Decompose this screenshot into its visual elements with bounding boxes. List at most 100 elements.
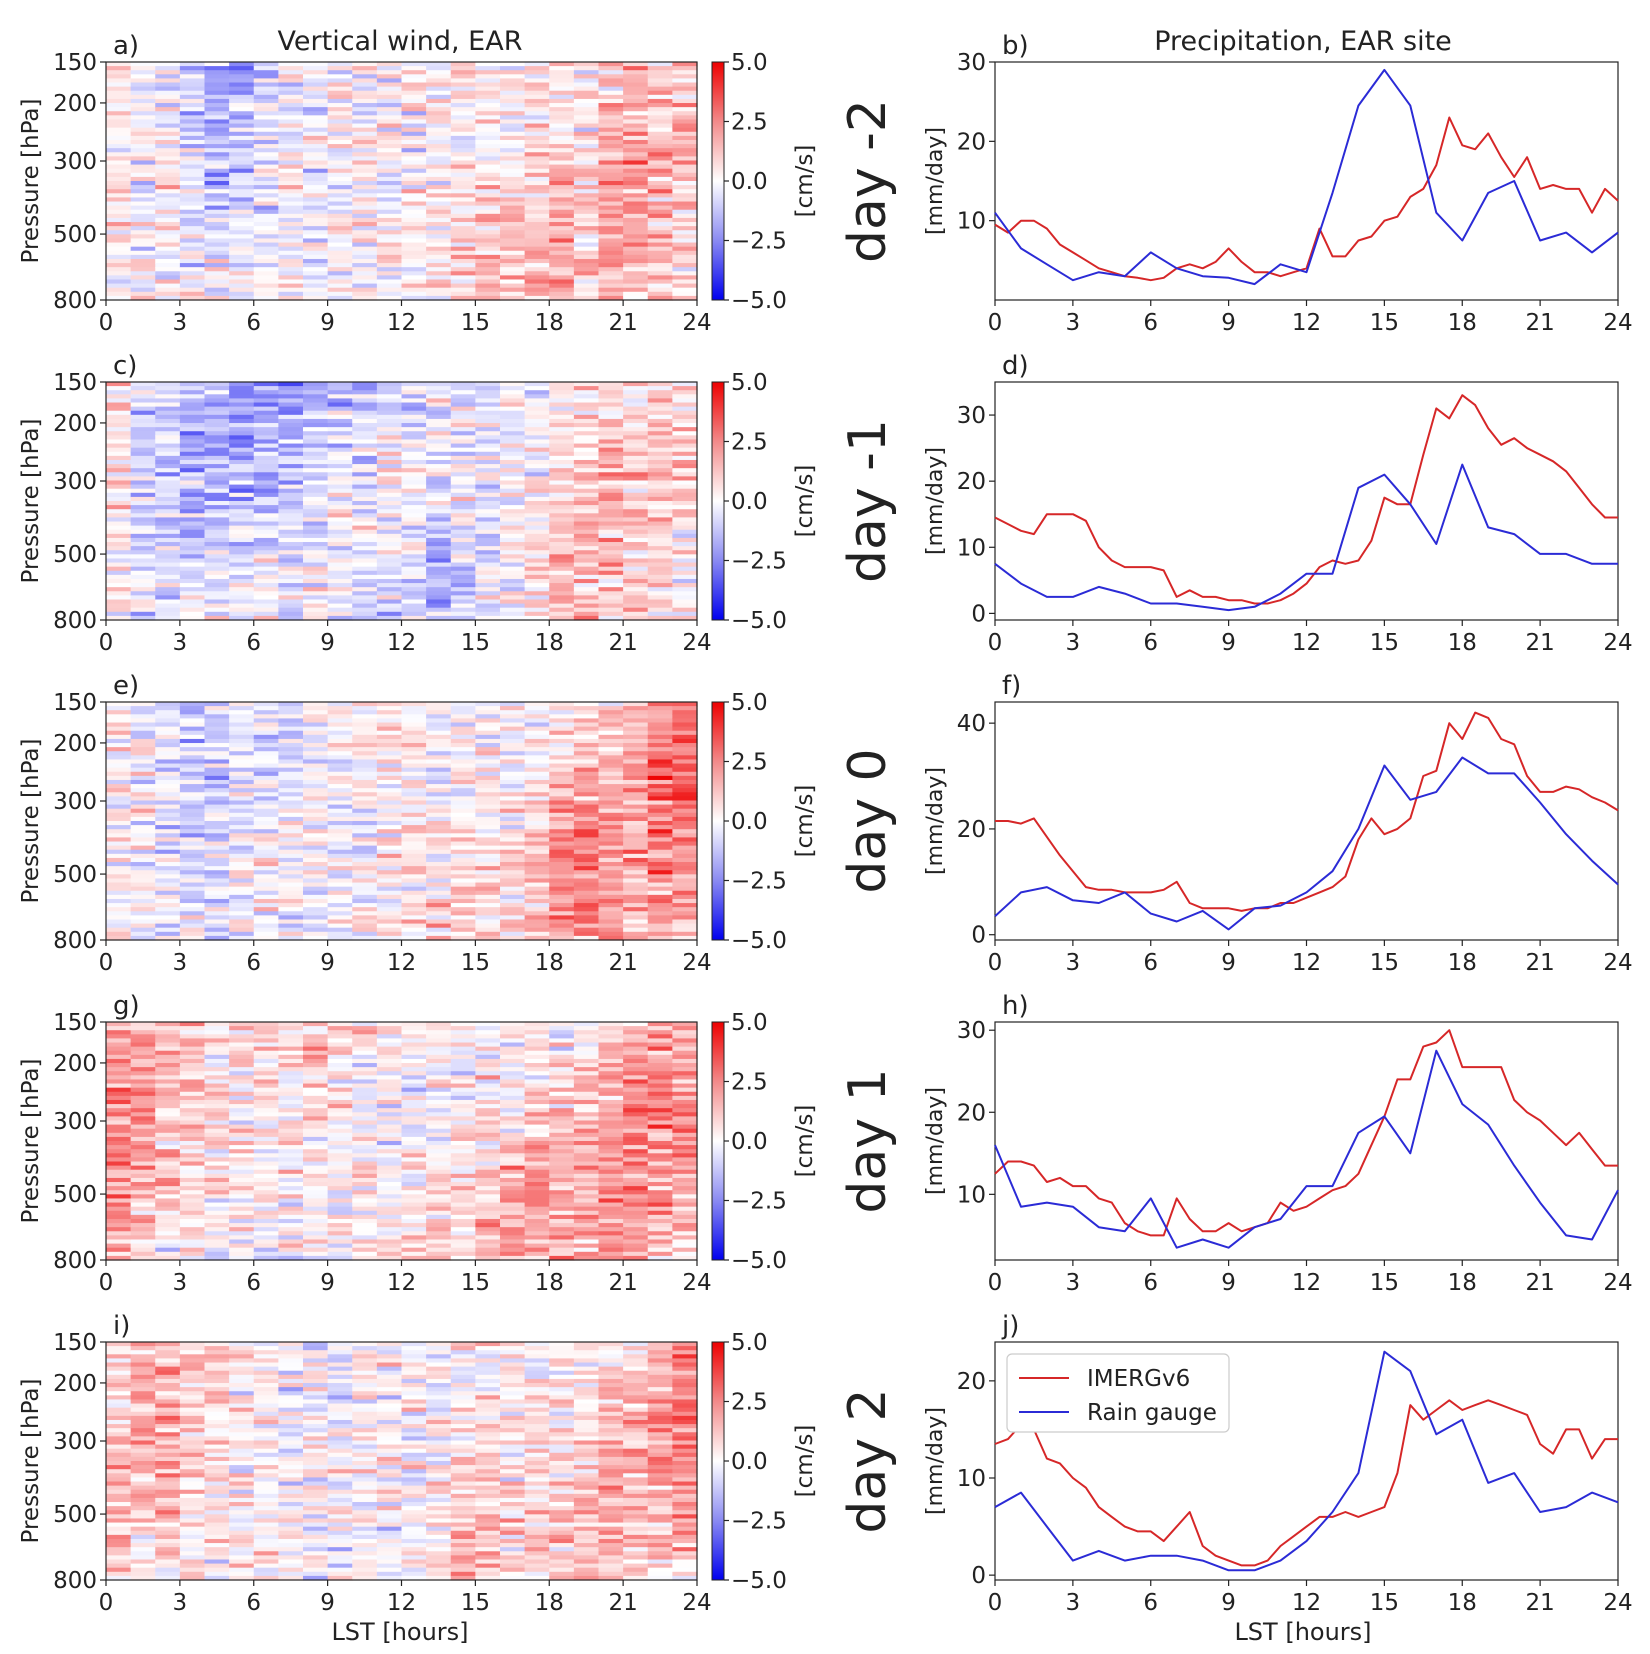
heatmap-cell bbox=[229, 287, 255, 293]
heatmap-cell bbox=[278, 587, 304, 592]
heatmap-cell bbox=[253, 1095, 279, 1101]
heatmap-cell bbox=[130, 935, 156, 941]
heatmap-cell bbox=[426, 763, 452, 769]
heatmap-cell bbox=[204, 816, 230, 822]
heatmap-cell bbox=[303, 464, 329, 469]
heatmap-cell bbox=[500, 505, 526, 510]
heatmap-cell bbox=[278, 1198, 304, 1204]
heatmap-cell bbox=[303, 870, 329, 875]
heatmap-cell bbox=[130, 476, 156, 482]
heatmap-cell bbox=[401, 816, 427, 822]
heatmap-cell bbox=[253, 558, 279, 564]
heatmap-cell bbox=[426, 874, 452, 880]
heatmap-cell bbox=[500, 771, 526, 777]
heatmap-cell bbox=[426, 722, 452, 728]
heatmap-cell bbox=[303, 566, 329, 572]
heatmap-cell bbox=[549, 738, 575, 744]
heatmap-cell bbox=[524, 181, 550, 186]
heatmap-cell bbox=[352, 156, 378, 162]
heatmap-cell bbox=[130, 607, 156, 613]
heatmap-cell bbox=[130, 209, 156, 215]
heatmap-cell bbox=[106, 759, 132, 765]
heatmap-cell bbox=[598, 209, 624, 215]
heatmap-cell bbox=[204, 1128, 230, 1134]
heatmap-cell bbox=[524, 135, 550, 141]
heatmap-cell bbox=[524, 156, 550, 162]
heatmap-cell bbox=[204, 845, 230, 851]
heatmap-cell bbox=[352, 919, 378, 925]
heatmap-cell bbox=[303, 779, 329, 785]
heatmap-cell bbox=[278, 115, 304, 121]
heatmap-cell bbox=[130, 804, 156, 810]
heatmap-cell bbox=[573, 295, 600, 301]
heatmap-cell bbox=[155, 1042, 181, 1048]
colorbar-unit-label: [cm/s] bbox=[792, 465, 818, 538]
heatmap-cell bbox=[327, 1235, 353, 1241]
heatmap-cell bbox=[303, 1058, 329, 1064]
heatmap-cell bbox=[229, 702, 255, 707]
heatmap-cell bbox=[475, 734, 501, 740]
heatmap-cell bbox=[327, 1161, 353, 1167]
heatmap-cell bbox=[179, 1067, 206, 1072]
heatmap-cell bbox=[278, 488, 304, 494]
heatmap-cell bbox=[401, 714, 427, 720]
heatmap-cell bbox=[130, 931, 156, 937]
heatmap-cell bbox=[401, 882, 427, 888]
heatmap-cell bbox=[549, 779, 575, 785]
heatmap-cell bbox=[623, 439, 649, 445]
heatmap-cell bbox=[204, 931, 230, 937]
heatmap-cell bbox=[647, 796, 673, 802]
heatmap-cell bbox=[278, 751, 304, 756]
heatmap-cell bbox=[106, 152, 132, 157]
heatmap-cell bbox=[179, 558, 206, 564]
heatmap-cell bbox=[130, 829, 156, 834]
heatmap-cell bbox=[106, 423, 132, 428]
heatmap-cell bbox=[155, 923, 181, 929]
heatmap-cell bbox=[573, 181, 600, 186]
heatmap-cell bbox=[130, 919, 156, 925]
heatmap-cell bbox=[623, 775, 649, 781]
x-tick-label: 24 bbox=[1603, 630, 1632, 656]
heatmap-cell bbox=[253, 907, 279, 912]
heatmap-cell bbox=[155, 418, 181, 424]
heatmap-cell bbox=[352, 258, 378, 264]
heatmap-cell bbox=[130, 1243, 156, 1249]
heatmap-cell bbox=[598, 812, 624, 818]
heatmap-cell bbox=[204, 484, 230, 490]
heatmap-cell bbox=[598, 710, 624, 715]
heatmap-cell bbox=[450, 894, 476, 900]
heatmap-cell bbox=[155, 119, 181, 125]
heatmap-cell bbox=[155, 1091, 181, 1097]
heatmap-cell bbox=[647, 226, 673, 231]
heatmap-cell bbox=[500, 254, 526, 260]
heatmap-cell bbox=[204, 1034, 230, 1040]
heatmap-cell bbox=[647, 234, 673, 240]
heatmap-cell bbox=[524, 291, 550, 297]
heatmap-cell bbox=[647, 542, 673, 547]
heatmap-cell bbox=[229, 115, 255, 121]
heatmap-cell bbox=[130, 1136, 156, 1142]
heatmap-cell bbox=[573, 275, 600, 281]
heatmap-cell bbox=[623, 447, 649, 453]
heatmap-cell bbox=[598, 763, 624, 769]
heatmap-cell bbox=[573, 615, 600, 621]
heatmap-cell bbox=[500, 119, 526, 125]
heatmap-cell bbox=[376, 234, 403, 240]
heatmap-cell bbox=[303, 513, 329, 519]
heatmap-cell bbox=[179, 472, 206, 477]
heatmap-cell bbox=[303, 862, 329, 867]
heatmap-cell bbox=[426, 398, 452, 404]
heatmap-cell bbox=[475, 907, 501, 912]
heatmap-cell bbox=[303, 451, 329, 457]
heatmap-cell bbox=[672, 283, 698, 289]
heatmap-cell bbox=[130, 566, 156, 572]
heatmap-cell bbox=[549, 103, 575, 108]
heatmap-cell bbox=[303, 230, 329, 235]
heatmap-cell bbox=[253, 488, 279, 494]
heatmap-cell bbox=[401, 615, 427, 621]
pressure-axis-label: Pressure [hPa] bbox=[18, 99, 44, 264]
heatmap-cell bbox=[524, 845, 550, 851]
x-tick-label: 15 bbox=[461, 310, 490, 336]
heatmap-cell bbox=[327, 115, 353, 121]
heatmap-cell bbox=[475, 107, 501, 112]
